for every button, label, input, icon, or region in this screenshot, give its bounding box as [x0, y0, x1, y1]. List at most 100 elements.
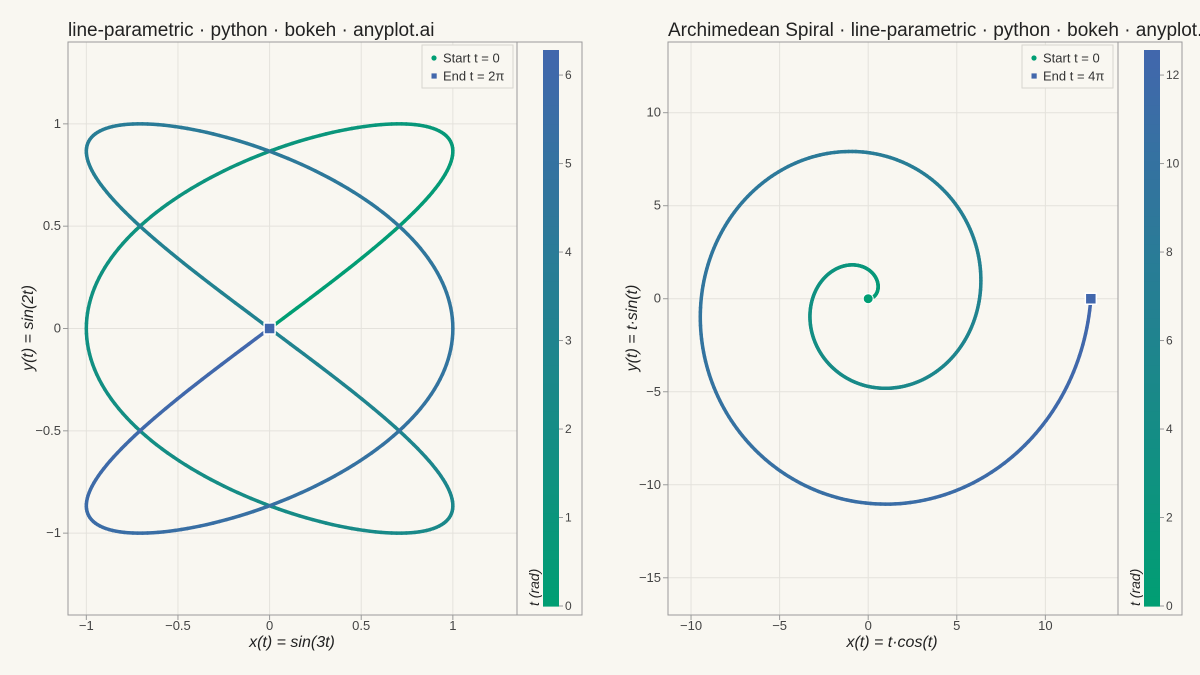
colorbar-band	[543, 179, 559, 190]
colorbar-band	[1144, 531, 1160, 542]
x-tick-label: 5	[953, 618, 960, 633]
colorbar-tick-label: 4	[565, 245, 572, 259]
colorbar-band	[543, 402, 559, 412]
x-tick-label: −10	[680, 618, 702, 633]
y-axis-label: y(t) = sin(2t)	[20, 285, 37, 372]
x-tick-label: 0	[865, 618, 872, 633]
colorbar-band	[1144, 50, 1160, 60]
colorbar-band	[543, 355, 559, 366]
colorbar-tick-label: 2	[1166, 511, 1173, 525]
y-axis-ticks: 1 0.5 0 −0.5 −1	[35, 116, 68, 540]
colorbar-band	[1144, 244, 1160, 255]
colorbar-band	[1144, 346, 1160, 357]
colorbar-band	[543, 253, 559, 264]
y-tick-label: 0	[654, 291, 661, 306]
colorbar-band	[543, 318, 559, 329]
colorbar-band	[1144, 587, 1160, 598]
colorbar-band	[1144, 559, 1160, 570]
colorbar-band	[543, 328, 559, 338]
colorbar-band	[1144, 411, 1160, 422]
colorbar-band	[1144, 383, 1160, 394]
colorbar-band	[543, 68, 559, 79]
x-tick-label: −5	[772, 618, 787, 633]
x-tick-label: 0	[266, 618, 273, 633]
x-axis-ticks: −1 −0.5 0 0.5 1	[79, 615, 456, 633]
colorbar-band	[1144, 522, 1160, 533]
colorbar-band	[543, 578, 559, 589]
colorbar-band	[1144, 467, 1160, 477]
colorbar-band	[543, 105, 559, 116]
colorbar-band	[1144, 578, 1160, 589]
colorbar-band	[543, 420, 559, 431]
colorbar-band	[543, 133, 559, 144]
colorbar-label: t (rad)	[1127, 569, 1143, 606]
y-axis-label: y(t) = t·sin(t)	[624, 285, 641, 373]
colorbar-band	[543, 142, 559, 153]
colorbar-band	[543, 244, 559, 255]
legend-start-marker	[1031, 55, 1037, 61]
y-axis-ticks: 10 5 0 −5 −10 −15	[639, 105, 668, 585]
colorbar-band	[543, 568, 559, 579]
colorbar-band	[543, 485, 559, 496]
colorbar-tick-label: 6	[1166, 334, 1173, 348]
x-axis-label: x(t) = sin(3t)	[248, 634, 335, 651]
legend: Start t = 0 End t = 2π	[421, 44, 514, 89]
colorbar-band	[543, 467, 559, 477]
colorbar-band	[1144, 105, 1160, 116]
colorbar-band	[1144, 77, 1160, 88]
x-tick-label: 1	[449, 618, 456, 633]
colorbar-tick-label: 2	[565, 422, 572, 436]
legend-box	[1021, 44, 1114, 89]
colorbar-tick-label: 10	[1166, 157, 1180, 171]
curve	[84, 122, 455, 535]
colorbar-band	[543, 457, 559, 468]
colorbar-band	[543, 587, 559, 598]
end-marker	[263, 322, 276, 335]
legend-label: Start t = 0	[443, 51, 500, 66]
colorbar-band	[1144, 420, 1160, 431]
colorbar-band	[1144, 457, 1160, 468]
colorbar-tick-label: 0	[565, 599, 572, 613]
colorbar-tick-label: 12	[1166, 68, 1180, 82]
colorbar-band	[1144, 328, 1160, 338]
spiral-plot: Archimedean Spiral · line-parametric · p…	[624, 20, 1200, 651]
colorbar-band	[543, 198, 559, 209]
colorbar-band	[543, 235, 559, 246]
legend-label: Start t = 0	[1043, 51, 1100, 66]
colorbar-band	[1144, 216, 1160, 227]
colorbar-band	[1144, 402, 1160, 412]
colorbar-band	[543, 290, 559, 301]
colorbar-band	[1144, 161, 1160, 172]
colorbar-band	[1144, 550, 1160, 561]
colorbar-band	[543, 541, 559, 551]
colorbar-band	[543, 114, 559, 125]
x-axis-label: x(t) = t·cos(t)	[845, 634, 937, 651]
colorbar-band	[1144, 114, 1160, 125]
colorbar-band	[543, 77, 559, 88]
colorbar-band	[1144, 513, 1160, 524]
colorbar-band	[1144, 170, 1160, 181]
colorbar-band	[543, 226, 559, 236]
colorbar-band	[543, 476, 559, 487]
colorbar-band	[543, 170, 559, 181]
chart-title: line-parametric · python · bokeh · anypl…	[68, 20, 434, 41]
x-tick-label: −1	[79, 618, 94, 633]
colorbar-band	[1144, 374, 1160, 385]
colorbar-band	[1144, 448, 1160, 459]
colorbar-tick-label: 0	[1166, 599, 1173, 613]
y-tick-label: 5	[654, 198, 661, 213]
colorbar-band	[543, 494, 559, 505]
colorbar: 0 1 2 3 4 5 6 t (rad)	[516, 42, 572, 615]
x-tick-label: −0.5	[165, 618, 191, 633]
y-tick-label: −5	[646, 384, 661, 399]
colorbar-tick-label: 4	[1166, 422, 1173, 436]
colorbar-band	[543, 522, 559, 533]
y-tick-label: 0.5	[43, 218, 61, 233]
colorbar-band	[543, 448, 559, 459]
colorbar-band	[543, 263, 559, 273]
colorbar-band	[543, 429, 559, 440]
colorbar-tick-label: 8	[1166, 245, 1173, 259]
colorbar-band	[543, 346, 559, 357]
colorbar-band	[543, 124, 559, 134]
